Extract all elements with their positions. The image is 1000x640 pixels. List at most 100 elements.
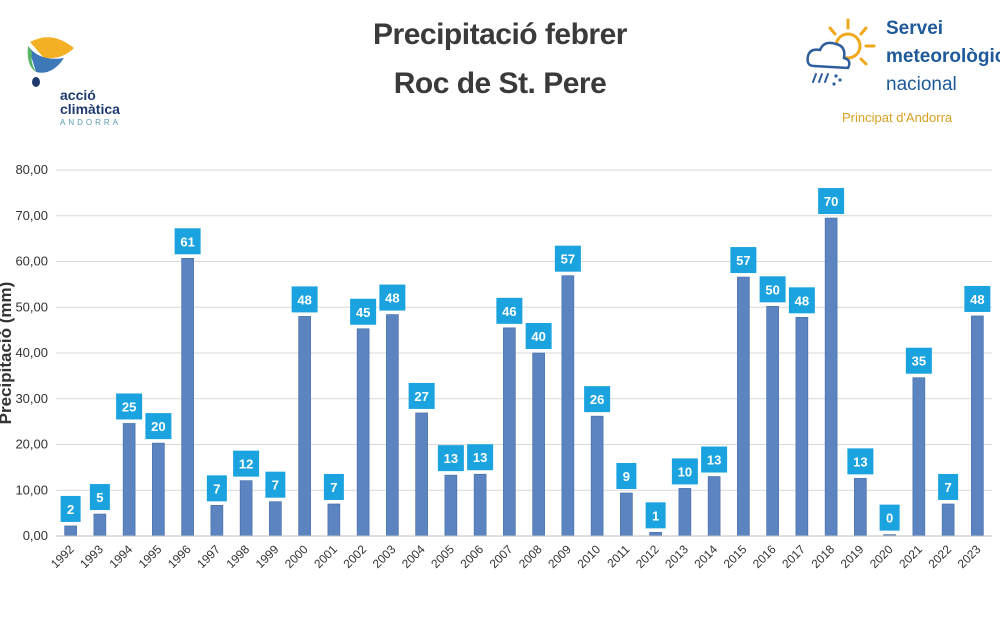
data-label-box bbox=[554, 245, 581, 272]
data-label-box bbox=[60, 495, 81, 522]
x-tick-label: 2003 bbox=[370, 542, 399, 571]
data-label-box bbox=[206, 475, 227, 502]
data-label-box bbox=[525, 323, 552, 349]
y-tick-label: 60,00 bbox=[15, 254, 48, 269]
bar bbox=[941, 503, 955, 537]
data-label: 7 bbox=[272, 478, 279, 493]
bar bbox=[210, 505, 224, 537]
bar bbox=[707, 476, 721, 537]
x-tick-label: 2014 bbox=[691, 542, 720, 571]
bar bbox=[298, 316, 311, 537]
x-tick-label: 2007 bbox=[487, 542, 516, 571]
data-label-box bbox=[174, 228, 201, 255]
x-tick-label: 2009 bbox=[545, 542, 574, 571]
data-label: 48 bbox=[970, 292, 984, 307]
bar bbox=[766, 306, 779, 537]
data-label-box bbox=[408, 382, 435, 409]
x-tick-label: 2013 bbox=[662, 542, 691, 571]
y-tick-label: 80,00 bbox=[15, 162, 48, 177]
y-tick-label: 40,00 bbox=[15, 345, 48, 360]
bar bbox=[181, 257, 194, 537]
x-tick-label: 2010 bbox=[574, 542, 603, 571]
data-label-box bbox=[701, 446, 728, 473]
bar bbox=[327, 503, 341, 537]
x-tick-label: 2016 bbox=[750, 542, 779, 571]
data-label: 13 bbox=[473, 450, 487, 465]
y-tick-label: 20,00 bbox=[15, 437, 48, 452]
servei-meteorologic-logo: Servei meteorològic nacional Principat d… bbox=[800, 10, 1000, 140]
y-tick-label: 10,00 bbox=[15, 482, 48, 497]
data-label: 5 bbox=[96, 490, 103, 505]
y-tick-label: 30,00 bbox=[15, 391, 48, 406]
data-label-box bbox=[496, 297, 523, 324]
x-tick-label: 2018 bbox=[808, 542, 837, 571]
data-label: 0 bbox=[886, 511, 893, 526]
data-label: 46 bbox=[502, 304, 516, 319]
bar bbox=[590, 415, 604, 537]
x-tick-label: 2001 bbox=[311, 542, 340, 571]
y-tick-label: 50,00 bbox=[15, 299, 48, 314]
logo-text-servei: Servei bbox=[886, 18, 944, 39]
bar bbox=[854, 478, 867, 537]
data-label: 26 bbox=[590, 392, 604, 407]
data-label: 40 bbox=[531, 329, 545, 344]
data-label: 61 bbox=[180, 234, 194, 249]
bar bbox=[824, 217, 838, 537]
x-tick-label: 2015 bbox=[721, 542, 750, 571]
chart-title-line-2: Roc de St. Pere bbox=[393, 67, 607, 100]
logo-text-meteorologic: meteorològic bbox=[886, 46, 1000, 67]
data-label-box bbox=[584, 386, 611, 413]
bar bbox=[269, 501, 282, 537]
bar bbox=[532, 352, 545, 537]
data-label: 10 bbox=[678, 464, 692, 479]
logo-text-nacional: nacional bbox=[886, 74, 957, 95]
bar bbox=[444, 474, 458, 537]
x-tick-label: 1995 bbox=[136, 542, 165, 571]
x-tick-label: 1994 bbox=[106, 542, 135, 571]
accio-climatica-emblem-icon bbox=[27, 37, 74, 87]
data-label-box bbox=[905, 347, 932, 374]
data-label: 7 bbox=[945, 480, 952, 495]
data-label: 9 bbox=[623, 469, 630, 484]
x-tick-label: 2017 bbox=[779, 542, 808, 571]
data-label-box bbox=[323, 473, 344, 500]
bar bbox=[93, 513, 107, 537]
x-tick-label: 1993 bbox=[77, 542, 106, 571]
data-label-box bbox=[145, 413, 172, 440]
data-label-box bbox=[671, 458, 698, 485]
bar bbox=[620, 492, 633, 537]
data-label: 7 bbox=[213, 481, 220, 496]
data-label-box bbox=[291, 286, 318, 313]
data-label-box bbox=[879, 504, 900, 531]
sun-cloud-rain-icon bbox=[806, 18, 876, 86]
bar bbox=[122, 423, 136, 537]
data-label-box bbox=[616, 462, 637, 489]
y-axis-label: Precipitació (mm) bbox=[0, 282, 15, 425]
accio-climatica-logo: acció climàtica ANDORRA bbox=[22, 30, 192, 130]
data-label: 27 bbox=[414, 389, 428, 404]
data-label: 1 bbox=[652, 508, 659, 523]
data-label: 48 bbox=[297, 292, 311, 307]
data-label-box bbox=[730, 247, 757, 274]
data-label: 20 bbox=[151, 419, 165, 434]
y-tick-label: 70,00 bbox=[15, 208, 48, 223]
data-label: 50 bbox=[765, 282, 779, 297]
x-tick-label: 1998 bbox=[223, 542, 252, 571]
x-tick-label: 1996 bbox=[165, 542, 194, 571]
data-label: 13 bbox=[444, 451, 458, 466]
data-label: 35 bbox=[912, 354, 926, 369]
bar bbox=[971, 315, 984, 537]
x-tick-label: 1997 bbox=[194, 542, 223, 571]
bar bbox=[503, 327, 516, 537]
data-label-box bbox=[759, 276, 786, 303]
data-label-box bbox=[437, 445, 464, 472]
bar bbox=[678, 488, 692, 537]
x-tick-label: 2021 bbox=[896, 542, 925, 571]
x-tick-label: 2005 bbox=[428, 542, 457, 571]
logo-text-principat: Principat d'Andorra bbox=[842, 110, 953, 125]
data-label: 45 bbox=[356, 305, 370, 320]
chart-title-line-1: Precipitació febrer bbox=[373, 18, 627, 51]
x-tick-label: 2023 bbox=[955, 542, 984, 571]
x-tick-label: 1992 bbox=[48, 542, 77, 571]
x-tick-label: 2008 bbox=[516, 542, 545, 571]
